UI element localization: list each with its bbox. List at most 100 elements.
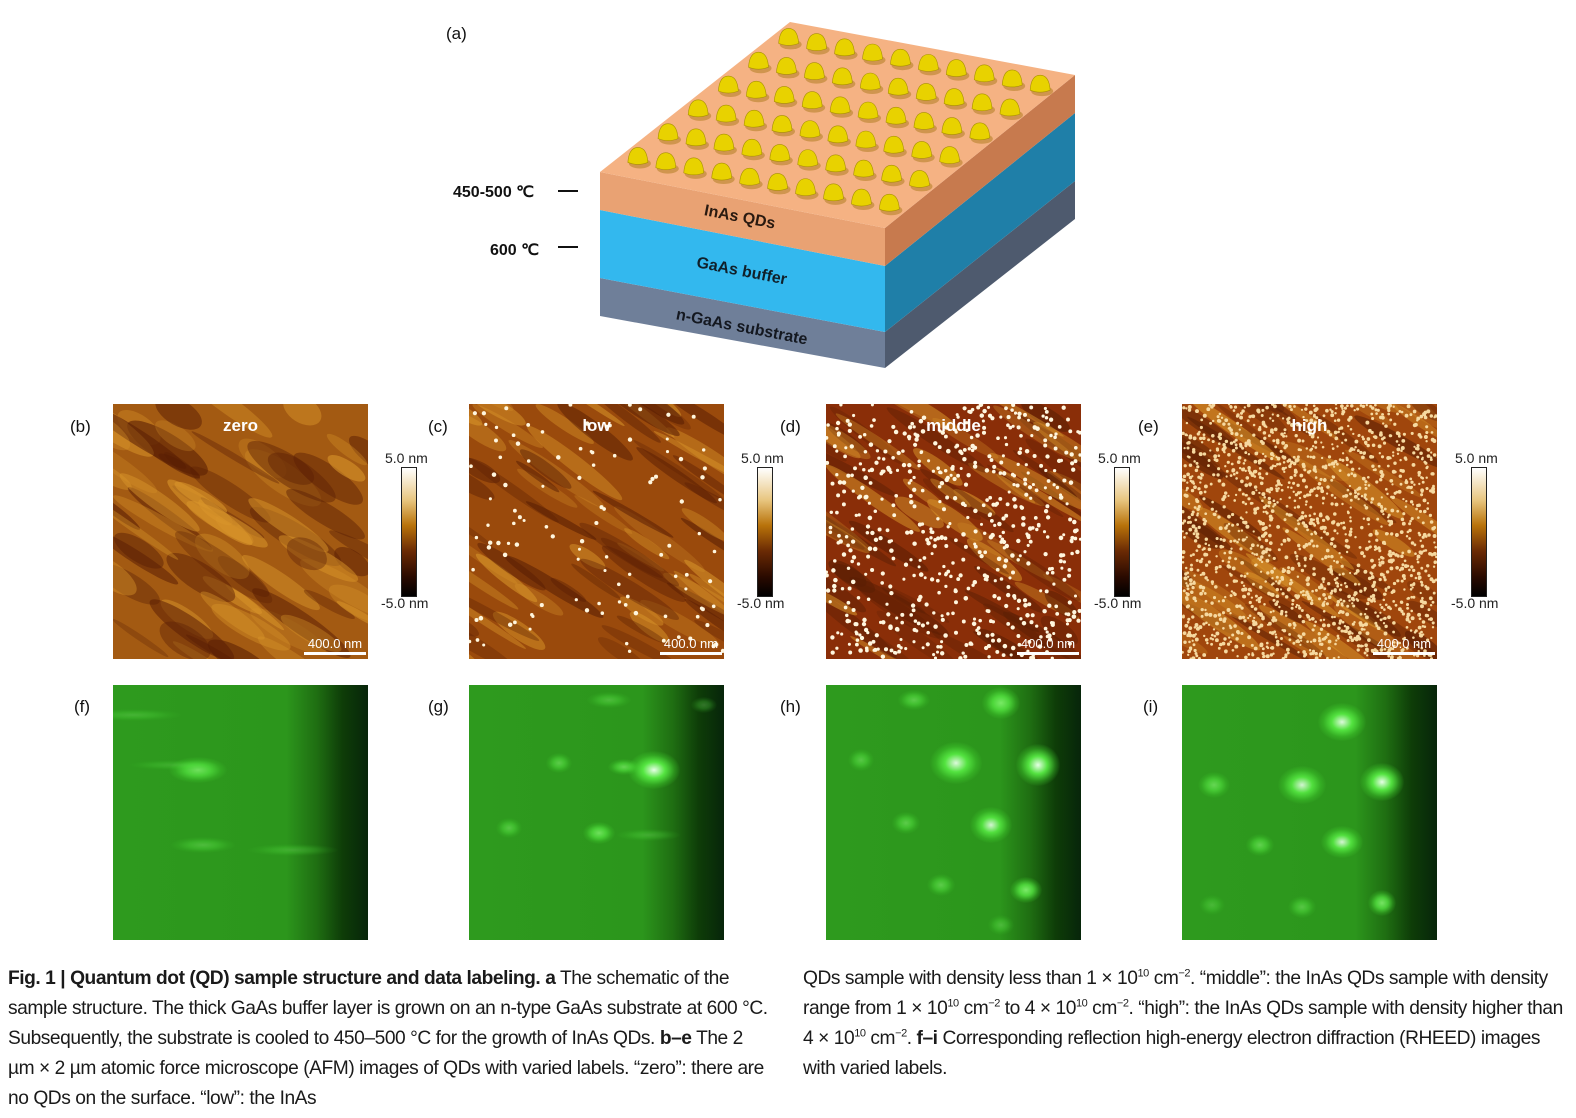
quantum-dot-mark: [999, 540, 1004, 544]
quantum-dot-mark: [1044, 468, 1048, 473]
quantum-dot-mark: [1310, 539, 1314, 543]
quantum-dot-mark: [1013, 411, 1018, 415]
quantum-dot-mark: [1400, 517, 1405, 522]
quantum-dot-mark: [1309, 488, 1314, 493]
quantum-dot-mark: [836, 433, 841, 437]
quantum-dot-mark: [1379, 618, 1383, 622]
quantum-dot-mark: [891, 424, 896, 429]
quantum-dot-mark: [1365, 631, 1370, 636]
quantum-dot-mark: [1221, 497, 1225, 502]
quantum-dot-mark: [1396, 412, 1399, 416]
quantum-dot-mark: [842, 489, 847, 494]
quantum-dot-mark: [1394, 603, 1398, 607]
quantum-dot-mark: [1214, 585, 1218, 589]
quantum-dot-mark: [1279, 612, 1284, 616]
quantum-dot-mark: [1352, 598, 1356, 602]
quantum-dot-mark: [840, 586, 845, 591]
quantum-dot-mark: [988, 534, 994, 540]
quantum-dot-mark: [856, 596, 861, 600]
colorbar-min-label: -5.0 nm: [381, 595, 429, 611]
quantum-dot-mark: [1412, 636, 1415, 639]
quantum-dot-mark: [1326, 485, 1330, 489]
quantum-dot-mark: [1070, 551, 1074, 556]
sample-schematic: InAs QDs GaAs buffer n-GaAs substrate: [600, 22, 1075, 368]
quantum-dot-mark: [1406, 606, 1410, 610]
quantum-dot-mark: [996, 436, 1000, 441]
quantum-dot-mark: [1313, 465, 1317, 469]
quantum-dot-mark: [970, 443, 975, 449]
quantum-dot-mark: [1403, 559, 1407, 563]
quantum-dot-mark: [1425, 430, 1429, 435]
quantum-dot-mark: [877, 527, 882, 532]
quantum-dot-mark: [963, 654, 968, 659]
quantum-dot-mark: [1241, 492, 1245, 496]
afm-label: zero: [223, 416, 258, 435]
quantum-dot-mark: [1368, 428, 1372, 433]
quantum-dot-mark: [1243, 587, 1248, 592]
quantum-dot-mark: [1425, 586, 1430, 591]
quantum-dot-mark: [1342, 495, 1345, 498]
quantum-dot-mark: [1062, 560, 1067, 564]
quantum-dot-mark: [1247, 592, 1251, 596]
quantum-dot-mark: [966, 586, 971, 591]
scale-bar-line: [1373, 652, 1435, 655]
quantum-dot-mark: [1312, 572, 1316, 577]
quantum-dot-mark: [1250, 589, 1253, 592]
quantum-dot-mark: [956, 577, 961, 582]
quantum-dot-mark: [1367, 597, 1371, 602]
quantum-dot-mark: [1072, 528, 1078, 534]
quantum-dot-mark: [1389, 647, 1393, 651]
quantum-dot-mark: [1343, 406, 1347, 410]
afm-image: middle 400.0 nm: [826, 404, 1081, 659]
quantum-dot-mark: [1402, 432, 1406, 436]
quantum-dot-mark: [1272, 652, 1275, 655]
quantum-dot-mark: [1326, 429, 1331, 434]
quantum-dot-mark: [978, 404, 983, 407]
quantum-dot-mark: [1386, 606, 1390, 609]
quantum-dot-mark: [665, 450, 670, 454]
caption-text: to 4 × 10: [999, 998, 1077, 1019]
quantum-dot-mark: [1209, 449, 1212, 452]
quantum-dot-mark: [1195, 409, 1199, 414]
quantum-dot-mark: [1285, 529, 1289, 534]
quantum-dot-mark: [990, 632, 995, 637]
quantum-dot-mark: [1052, 631, 1056, 636]
quantum-dot-mark: [1186, 481, 1189, 484]
quantum-dot-mark: [1047, 603, 1052, 608]
quantum-dot-mark: [907, 425, 913, 430]
quantum-dot-mark: [1360, 525, 1364, 530]
quantum-dot-mark: [1313, 512, 1316, 516]
quantum-dot-mark: [1347, 473, 1351, 477]
quantum-dot-mark: [1374, 611, 1377, 614]
quantum-dot-mark: [1185, 597, 1189, 601]
quantum-dot-mark: [1380, 496, 1383, 499]
quantum-dot-mark: [979, 522, 984, 526]
quantum-dot-mark: [1415, 507, 1418, 511]
quantum-dot-mark: [1057, 425, 1062, 429]
diffraction-spot: [891, 811, 921, 835]
quantum-dot-mark: [1348, 484, 1352, 488]
quantum-dot: [915, 83, 937, 101]
quantum-dot-mark: [1235, 471, 1239, 475]
quantum-dot-mark: [1349, 498, 1353, 502]
quantum-dot-mark: [1305, 613, 1309, 617]
quantum-dot-mark: [858, 494, 863, 499]
quantum-dot-mark: [1405, 646, 1409, 650]
quantum-dot-mark: [1196, 514, 1199, 517]
quantum-dot-mark: [1185, 532, 1188, 535]
quantum-dot-mark: [850, 539, 856, 544]
quantum-dot-mark: [1021, 620, 1027, 626]
quantum-dot-mark: [1423, 410, 1428, 415]
quantum-dot-mark: [1323, 530, 1326, 534]
quantum-dot-mark: [486, 523, 490, 527]
quantum-dot-mark: [494, 438, 498, 443]
quantum-dot-mark: [955, 413, 959, 417]
quantum-dot-mark: [918, 572, 924, 577]
quantum-dot-mark: [891, 503, 896, 508]
quantum-dot-mark: [910, 421, 915, 426]
quantum-dot-mark: [1296, 519, 1300, 522]
quantum-dot-mark: [877, 456, 881, 460]
quantum-dot-mark: [1275, 642, 1280, 647]
quantum-dot-mark: [711, 604, 716, 609]
quantum-dot-mark: [1318, 638, 1322, 643]
